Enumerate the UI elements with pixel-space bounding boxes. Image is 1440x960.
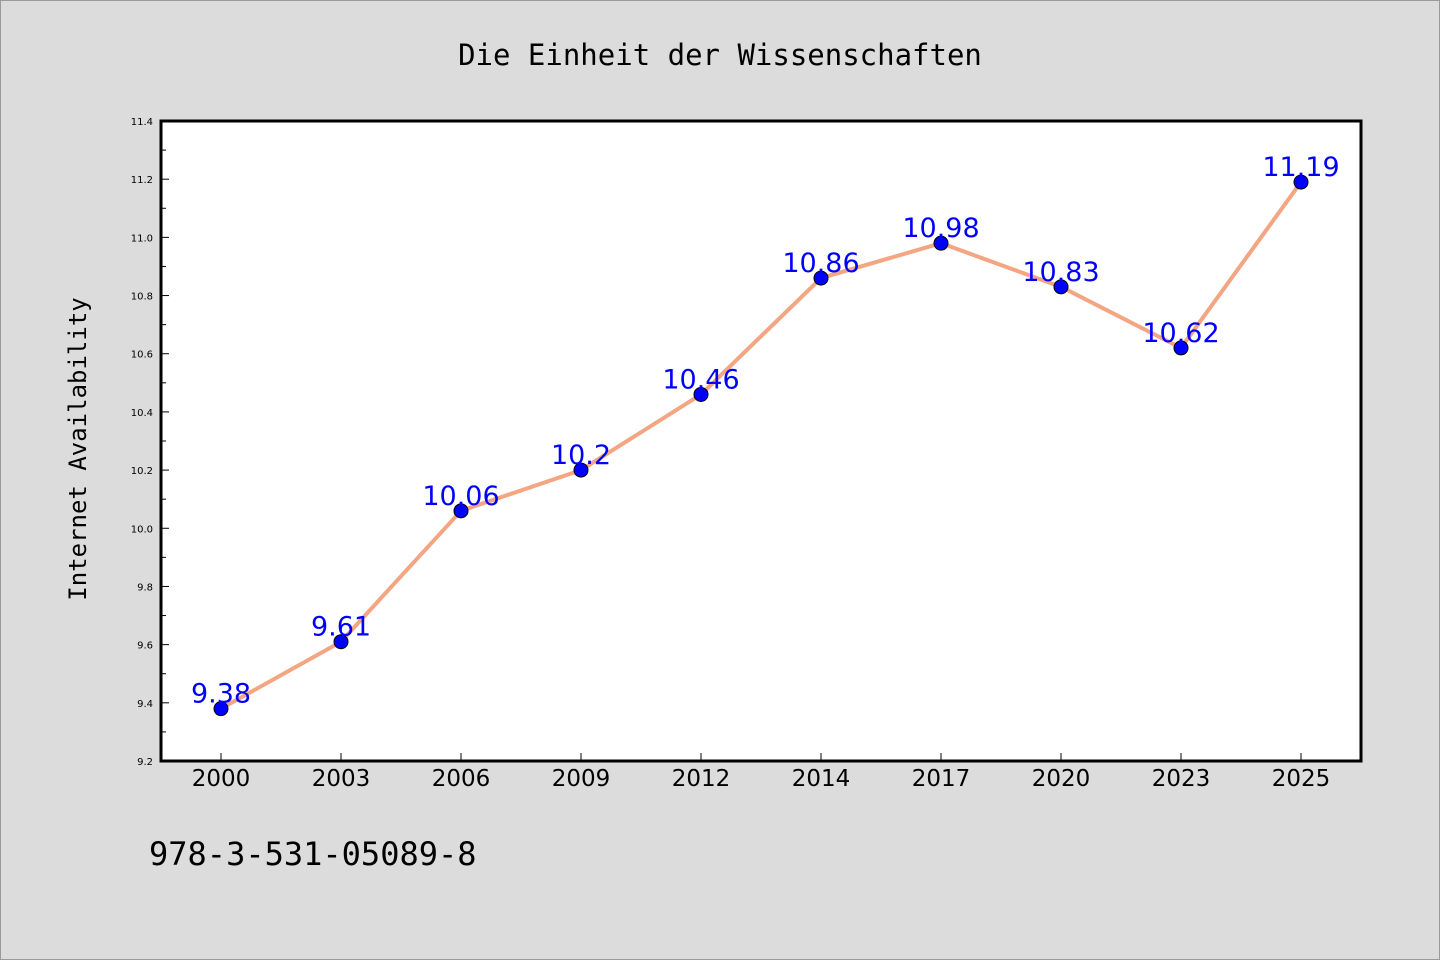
y-axis-ticks: 9.2 9.4 9.6 9.8 10.0 10.2 10.4 10.6 10.8 11.0 11.2…: [131, 117, 169, 768]
y-tick-label: 10.4: [131, 408, 153, 419]
series-layer: 9.38 9.61 10.06 10.2 10.46 10.86 10.98 10.83 10.…: [191, 152, 1340, 717]
x-tick-label: 2017: [912, 766, 971, 792]
y-tick-label: 9.6: [137, 641, 153, 652]
data-point: [453, 503, 469, 519]
isbn-text: 978-3-531-05089-8: [149, 835, 477, 873]
data-label: 10.86: [782, 248, 859, 279]
data-point: [573, 462, 589, 478]
data-label: 9.38: [191, 679, 251, 710]
x-axis-ticks: 2000 2003 2006 2009 2012 2014 2017 2020 2023 2025: [192, 753, 1331, 792]
data-label: 10.2: [551, 440, 611, 471]
plot-area: [159, 119, 1363, 763]
x-tick-label: 2003: [312, 766, 371, 792]
x-tick-label: 2023: [1152, 766, 1211, 792]
series-line: [219, 180, 1303, 711]
data-point: [813, 270, 829, 286]
data-point: [693, 386, 709, 402]
data-label: 10.98: [902, 213, 979, 244]
y-tick-label: 10.0: [131, 524, 153, 535]
y-tick-label: 10.8: [131, 292, 153, 303]
data-point: [333, 634, 349, 650]
data-point: [1173, 340, 1189, 356]
data-label: 10.83: [1022, 257, 1099, 288]
x-tick-label: 2006: [432, 766, 491, 792]
y-tick-label: 10.2: [131, 466, 153, 477]
data-label: 10.62: [1142, 318, 1219, 349]
y-axis-label: Internet Availability: [64, 297, 92, 600]
chart-title: Die Einheit der Wissenschaften: [458, 38, 982, 72]
y-tick-label: 9.8: [137, 582, 153, 593]
data-point: [213, 701, 229, 717]
x-tick-label: 2012: [672, 766, 731, 792]
x-tick-label: 2020: [1032, 766, 1091, 792]
y-tick-label: 11.0: [131, 233, 153, 244]
data-point: [1053, 279, 1069, 295]
data-label: 10.06: [422, 481, 499, 512]
data-point: [1293, 174, 1309, 190]
x-tick-label: 2014: [792, 766, 851, 792]
y-tick-label: 11.2: [131, 175, 153, 186]
y-tick-label: 9.2: [137, 757, 153, 768]
y-tick-label: 10.6: [131, 350, 153, 361]
x-tick-label: 2025: [1272, 766, 1331, 792]
y-tick-label: 11.4: [131, 117, 153, 128]
data-label: 9.61: [311, 612, 371, 643]
data-point: [933, 235, 949, 251]
data-label: 11.19: [1262, 152, 1339, 183]
x-tick-label: 2000: [192, 766, 251, 792]
y-tick-label: 9.4: [137, 699, 153, 710]
x-tick-label: 2009: [552, 766, 611, 792]
data-label: 10.46: [662, 364, 739, 395]
